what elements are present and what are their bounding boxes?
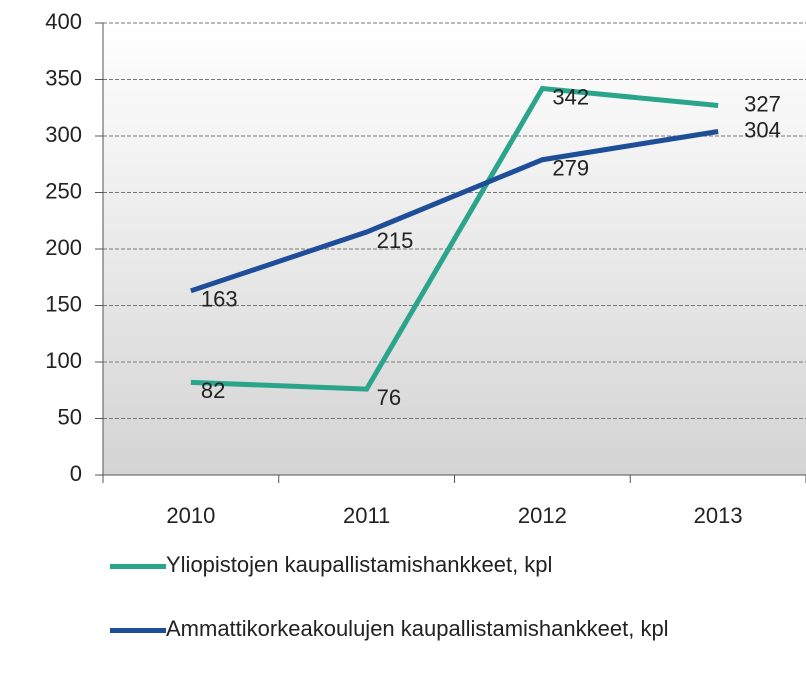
legend-label: Ammattikorkeakoulujen kaupallistamishank… xyxy=(166,616,669,641)
legend-label: Yliopistojen kaupallistamishankkeet, kpl xyxy=(166,552,553,577)
data-label: 327 xyxy=(744,91,781,116)
y-tick-label: 200 xyxy=(45,235,82,260)
legend-item: Ammattikorkeakoulujen kaupallistamishank… xyxy=(110,616,800,642)
y-tick-label: 300 xyxy=(45,122,82,147)
legend-swatch xyxy=(110,564,166,569)
y-tick-label: 50 xyxy=(58,404,82,429)
x-tick-label: 2013 xyxy=(694,503,743,528)
chart: 0 50 100 150 200 250 300 350 400 2010 2011 2012 2013… xyxy=(45,9,806,528)
legend-item: Yliopistojen kaupallistamishankkeet, kpl xyxy=(110,552,800,578)
data-label: 82 xyxy=(201,378,225,403)
legend-swatch xyxy=(110,628,166,633)
y-tick-label: 100 xyxy=(45,348,82,373)
y-tick-label: 150 xyxy=(45,291,82,316)
x-tick-label: 2010 xyxy=(166,503,215,528)
series-line xyxy=(190,129,719,294)
series-line xyxy=(190,85,719,392)
data-label: 279 xyxy=(552,156,589,181)
y-tick-label: 0 xyxy=(70,461,82,486)
data-label: 215 xyxy=(377,228,414,253)
y-tick-label: 250 xyxy=(45,178,82,203)
y-tick-label: 400 xyxy=(45,9,82,34)
data-label: 342 xyxy=(552,84,589,109)
x-tick-label: 2012 xyxy=(518,503,567,528)
data-label: 76 xyxy=(377,385,401,410)
data-label: 304 xyxy=(744,117,781,142)
data-label: 163 xyxy=(201,287,238,312)
x-tick-label: 2011 xyxy=(343,503,390,528)
y-tick-label: 350 xyxy=(45,65,82,90)
